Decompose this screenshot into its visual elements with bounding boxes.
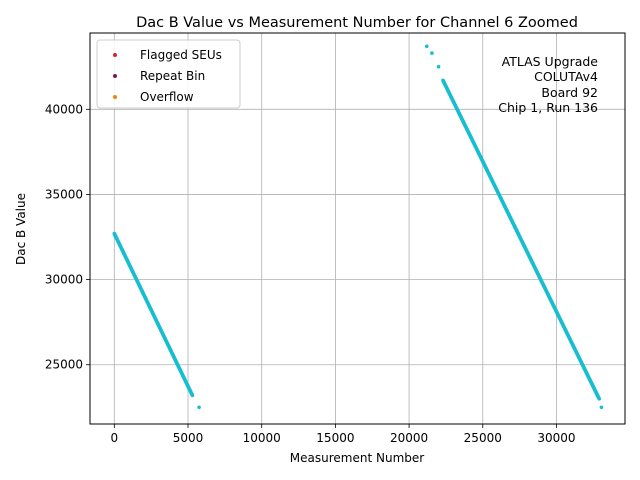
chart-title: Dac B Value vs Measurement Number for Ch… bbox=[136, 15, 578, 31]
legend-marker-flagged-seus bbox=[113, 53, 117, 57]
annotation-line-2: COLUTAv4 bbox=[534, 69, 598, 84]
y-axis-label: Dac B Value bbox=[14, 193, 28, 265]
data-point bbox=[424, 44, 429, 49]
x-tick-label: 30000 bbox=[537, 431, 575, 445]
legend-box bbox=[96, 39, 241, 109]
plot-frame bbox=[89, 32, 626, 425]
data-point bbox=[190, 393, 195, 398]
y-tick-label: 25000 bbox=[45, 358, 83, 372]
annotation-line-4: Chip 1, Run 136 bbox=[498, 100, 598, 115]
annotation-line-3: Board 92 bbox=[541, 85, 598, 100]
x-tick-label: 0 bbox=[110, 431, 118, 445]
legend: Flagged SEUs Repeat Bin Overflow bbox=[96, 39, 241, 109]
info-annotation: ATLAS Upgrade COLUTAv4 Board 92 Chip 1, … bbox=[498, 54, 598, 115]
x-axis-ticks: 0 5000 10000 15000 20000 25000 30000 bbox=[110, 424, 576, 445]
data-point bbox=[436, 64, 441, 69]
y-tick-label: 30000 bbox=[45, 273, 83, 287]
data-points bbox=[112, 44, 604, 410]
y-tick-label: 35000 bbox=[45, 187, 83, 201]
annotation-line-1: ATLAS Upgrade bbox=[502, 54, 599, 69]
data-point bbox=[597, 396, 602, 401]
legend-label-overflow: Overflow bbox=[140, 90, 194, 104]
x-tick-label: 25000 bbox=[464, 431, 502, 445]
x-tick-label: 5000 bbox=[173, 431, 204, 445]
legend-label-repeat-bin: Repeat Bin bbox=[140, 69, 205, 83]
legend-marker-repeat-bin bbox=[113, 74, 117, 78]
x-tick-label: 20000 bbox=[390, 431, 428, 445]
x-tick-label: 10000 bbox=[243, 431, 281, 445]
y-axis-ticks: 25000 30000 35000 40000 bbox=[45, 102, 90, 372]
y-tick-label: 40000 bbox=[45, 102, 83, 116]
x-tick-label: 15000 bbox=[316, 431, 354, 445]
data-point bbox=[197, 405, 201, 410]
x-axis-label: Measurement Number bbox=[290, 451, 424, 465]
data-point bbox=[430, 51, 434, 55]
legend-marker-overflow bbox=[113, 95, 117, 99]
data-point bbox=[599, 405, 604, 410]
legend-label-flagged-seus: Flagged SEUs bbox=[140, 48, 222, 62]
